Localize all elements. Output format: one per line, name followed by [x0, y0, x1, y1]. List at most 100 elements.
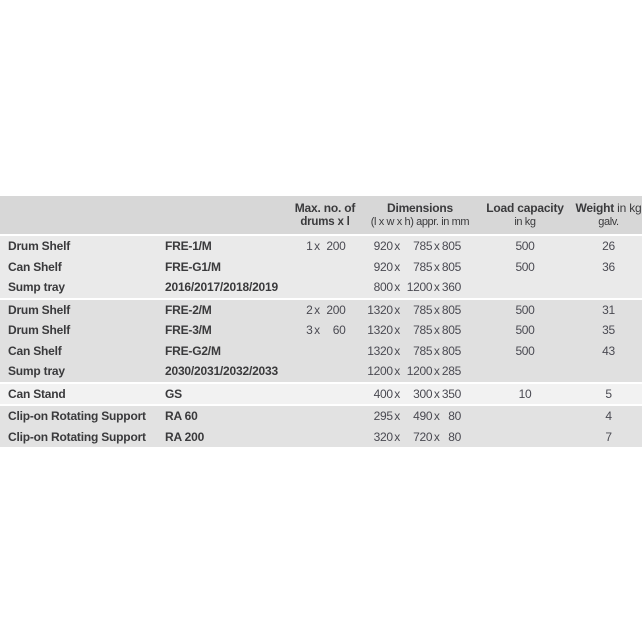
header-weight-line2: galv. [598, 216, 619, 228]
header-load-capacity-line2: in kg [514, 216, 536, 228]
table-row: Clip-on Rotating Support RA 200 320 x 720 x 80… [0, 426, 642, 447]
product-spec-table: Max. no. of drums x l Dimensions (l x w … [0, 196, 642, 447]
header-weight-line1: Weight in kg [575, 201, 642, 215]
multiply-separator: x [394, 343, 400, 358]
weight-cell: 36 [602, 259, 615, 274]
dimensions-cell: 1200 x 1200 x 285 [365, 364, 475, 378]
product-name-cell: Sump tray [8, 280, 65, 295]
dim-length: 800 [373, 280, 393, 295]
multiply-separator: x [394, 323, 400, 338]
dim-width: 785 [413, 239, 433, 254]
header-max-drums: Max. no. of drums x l [285, 196, 365, 234]
table-row: Can Shelf FRE-G2/M 1320 x 785 x 805 500 43 [0, 340, 642, 361]
multiply-separator: x [433, 343, 440, 358]
drums-volume: 200 [326, 239, 346, 254]
product-name-cell: Drum Shelf [8, 302, 71, 317]
dim-length: 920 [373, 259, 393, 274]
model-cell: FRE-1/M [165, 239, 212, 254]
load-capacity-cell: 500 [515, 343, 535, 358]
multiply-separator: x [394, 429, 400, 444]
max-drums-cell: 1 x 200 [285, 239, 365, 253]
weight-cell: 4 [605, 409, 612, 424]
model-cell: RA 200 [165, 429, 205, 444]
model-cell: FRE-3/M [165, 323, 212, 338]
drums-qty: 2 [306, 302, 313, 317]
dimensions-cell: 1320 x 785 x 805 [365, 303, 475, 317]
dim-height: 350 [441, 386, 461, 401]
header-product-name-blank [0, 196, 165, 234]
model-cell: FRE-G2/M [165, 343, 221, 358]
dim-height: 805 [441, 239, 461, 254]
dim-height: 80 [448, 429, 461, 444]
multiply-separator: x [433, 323, 440, 338]
drums-volume: 60 [332, 323, 346, 338]
dim-height: 360 [441, 280, 461, 295]
dim-length: 1200 [367, 364, 393, 379]
dim-length: 1320 [367, 323, 393, 338]
multiply-separator: x [314, 302, 320, 317]
dimensions-cell: 295 x 490 x 80 [365, 409, 475, 423]
product-name-cell: Can Shelf [8, 343, 62, 358]
header-dimensions-line2: (l x w x h) appr. in mm [370, 216, 470, 228]
multiply-separator: x [433, 409, 440, 424]
dim-width: 490 [413, 409, 433, 424]
model-cell: GS [165, 386, 182, 401]
weight-cell: 43 [602, 343, 615, 358]
header-max-drums-line2: drums x l [300, 216, 350, 228]
multiply-separator: x [314, 239, 320, 254]
model-cell: RA 60 [165, 409, 198, 424]
multiply-separator: x [394, 239, 400, 254]
multiply-separator: x [394, 386, 400, 401]
header-dimensions-line1: Dimensions [386, 201, 454, 215]
multiply-separator: x [394, 302, 400, 317]
dimensions-cell: 1320 x 785 x 805 [365, 323, 475, 337]
multiply-separator: x [433, 302, 440, 317]
dim-height: 805 [441, 259, 461, 274]
table-row: Drum Shelf FRE-1/M 1 x 200 920 x 785 x 805 500 26 [0, 236, 642, 257]
header-model-blank [165, 196, 285, 234]
table-row: Can Stand GS 400 x 300 x 350 10 5 [0, 383, 642, 404]
dim-height: 285 [441, 364, 461, 379]
model-cell: 2030/2031/2032/2033 [165, 364, 278, 379]
table-row: Sump tray 2030/2031/2032/2033 1200 x 1200 x 28… [0, 361, 642, 382]
load-capacity-cell: 500 [515, 259, 535, 274]
model-cell: 2016/2017/2018/2019 [165, 280, 278, 295]
dimensions-cell: 800 x 1200 x 360 [365, 280, 475, 294]
multiply-separator: x [433, 280, 440, 295]
weight-cell: 35 [602, 323, 615, 338]
multiply-separator: x [394, 280, 400, 295]
dimensions-cell: 920 x 785 x 805 [365, 260, 475, 274]
table-row: Drum Shelf FRE-3/M 3 x 60 1320 x 785 x 805 500 35 [0, 320, 642, 341]
dim-width: 300 [413, 386, 433, 401]
header-dimensions: Dimensions (l x w x h) appr. in mm [365, 196, 475, 234]
model-cell: FRE-2/M [165, 302, 212, 317]
load-capacity-cell: 10 [518, 386, 532, 401]
multiply-separator: x [433, 259, 440, 274]
load-capacity-cell: 500 [515, 302, 535, 317]
dim-width: 785 [413, 343, 433, 358]
dimensions-cell: 920 x 785 x 805 [365, 239, 475, 253]
weight-cell: 26 [602, 239, 615, 254]
dimensions-cell: 1320 x 785 x 805 [365, 344, 475, 358]
product-name-cell: Clip-on Rotating Support [8, 409, 146, 424]
dim-height: 80 [448, 409, 461, 424]
multiply-separator: x [394, 259, 400, 274]
multiply-separator: x [433, 364, 440, 379]
drums-qty: 3 [306, 323, 313, 338]
load-capacity-cell: 500 [515, 323, 535, 338]
table-row: Can Shelf FRE-G1/M 920 x 785 x 805 500 36 [0, 256, 642, 277]
product-name-cell: Can Stand [8, 386, 66, 401]
dim-width: 785 [413, 259, 433, 274]
table-row: Sump tray 2016/2017/2018/2019 800 x 1200 x 360 [0, 277, 642, 298]
dimensions-cell: 400 x 300 x 350 [365, 387, 475, 401]
weight-cell: 5 [605, 386, 612, 401]
product-name-cell: Drum Shelf [8, 239, 71, 254]
dim-height: 805 [441, 323, 461, 338]
product-name-cell: Clip-on Rotating Support [8, 429, 146, 444]
max-drums-cell: 2 x 200 [285, 303, 365, 317]
dim-width: 785 [413, 323, 433, 338]
product-name-cell: Can Shelf [8, 259, 62, 274]
table-row: Clip-on Rotating Support RA 60 295 x 490 x 80 4 [0, 406, 642, 427]
header-load-capacity-line1: Load capacity [486, 201, 564, 215]
